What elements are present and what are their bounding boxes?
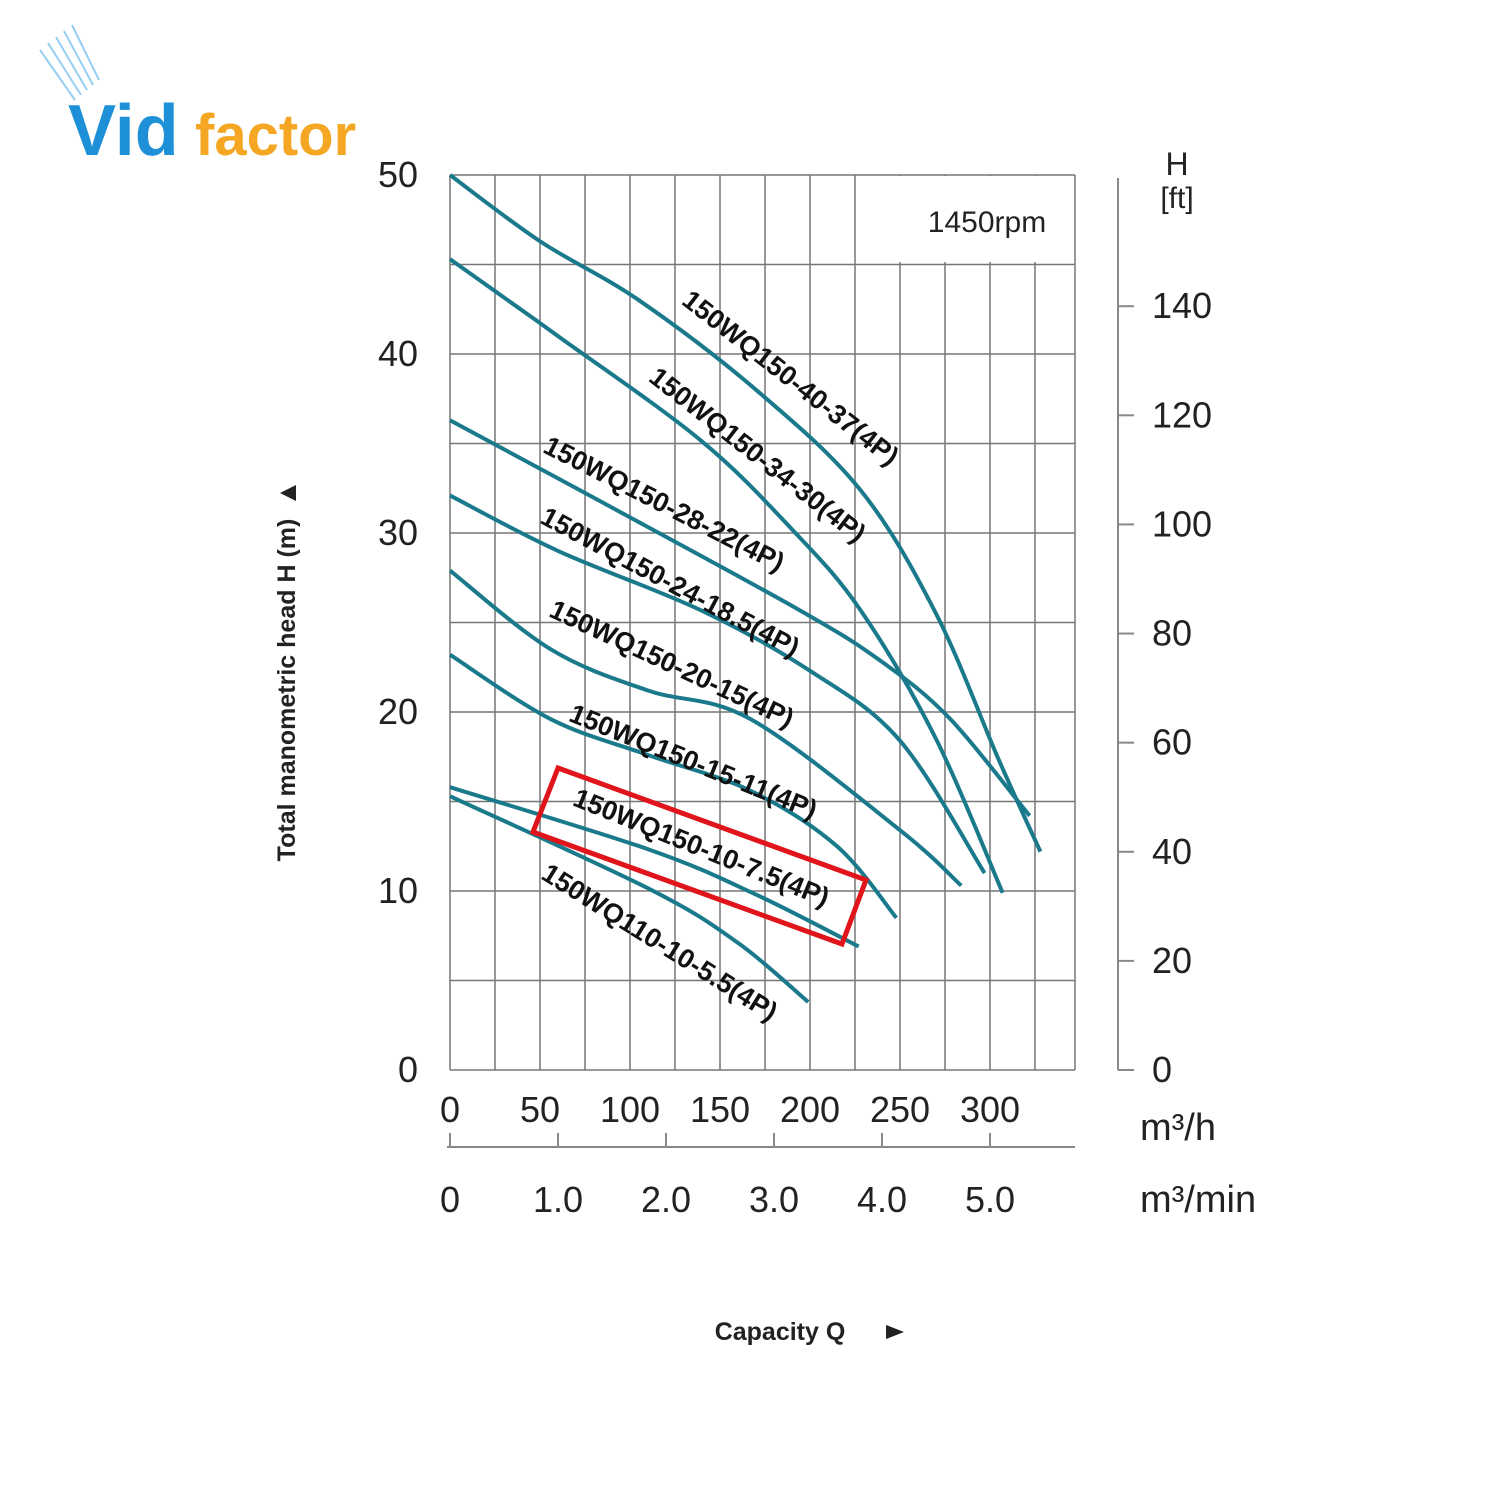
y2-tick-label: 60 <box>1152 722 1192 763</box>
logo-text-factor: factor <box>195 103 356 168</box>
series-line <box>448 257 1005 894</box>
y2-tick-label: 20 <box>1152 940 1192 981</box>
y-tick-label: 30 <box>378 512 418 553</box>
x-axis-title: Capacity Q <box>715 1318 846 1346</box>
y2-tick-label: 120 <box>1152 394 1212 435</box>
x-tick-label: 250 <box>870 1089 930 1130</box>
series-line <box>449 794 810 1004</box>
rpm-box <box>898 176 1074 262</box>
x2-tick-label: 2.0 <box>641 1179 691 1220</box>
curves <box>448 173 1043 1004</box>
x2-tick-label: 1.0 <box>533 1179 583 1220</box>
y2-tick-label: 100 <box>1152 503 1212 544</box>
y2-tick-label: 80 <box>1152 613 1192 654</box>
y-axis-title: Total manometric head H (m) <box>273 519 301 862</box>
x-tick-label: 50 <box>520 1089 560 1130</box>
rpm-annotation: 1450rpm <box>928 206 1046 239</box>
y-tick-label: 20 <box>378 691 418 732</box>
series-line <box>448 173 1043 853</box>
x-tick-label: 200 <box>780 1089 840 1130</box>
grid <box>449 174 1076 1071</box>
x2-tick-label: 5.0 <box>965 1179 1015 1220</box>
x2-tick-label: 0 <box>440 1179 460 1220</box>
x-tick-label: 300 <box>960 1089 1020 1130</box>
series-line <box>448 569 963 888</box>
y2-label-h: H <box>1165 146 1188 182</box>
vidfactor-logo: Vid factor <box>39 24 356 171</box>
series-line <box>449 785 860 949</box>
x-unit-label: m³/h <box>1140 1107 1216 1149</box>
y-tick-label: 0 <box>398 1049 418 1090</box>
x-arrow-icon <box>886 1325 904 1339</box>
x2-tick-label: 3.0 <box>749 1179 799 1220</box>
series-line <box>448 653 898 920</box>
series-line <box>449 493 987 875</box>
series-label: 150WQ150-24-18.5(4P) <box>536 501 805 663</box>
x-tick-label: 150 <box>690 1089 750 1130</box>
y-arrow-icon <box>280 485 296 501</box>
y2-tick-label: 140 <box>1152 285 1212 326</box>
y-tick-label: 40 <box>378 333 418 374</box>
highlight-box <box>529 764 870 948</box>
x2-tick-label: 4.0 <box>857 1179 907 1220</box>
y2-label-unit: [ft] <box>1160 182 1193 215</box>
y2-tick-label: 40 <box>1152 831 1192 872</box>
x-tick-label: 100 <box>600 1089 660 1130</box>
x-tick-label: 0 <box>440 1089 460 1130</box>
bird-rays-icon <box>39 24 100 101</box>
series-line <box>449 418 1032 818</box>
x2-unit-label: m³/min <box>1140 1179 1256 1221</box>
y-tick-label: 10 <box>378 870 418 911</box>
y2-tick-label: 0 <box>1152 1049 1172 1090</box>
logo-text-vid: Vid <box>68 91 179 171</box>
series-label: 150WQ110-10-5.5(4P) <box>537 858 783 1027</box>
y-tick-label: 50 <box>378 154 418 195</box>
